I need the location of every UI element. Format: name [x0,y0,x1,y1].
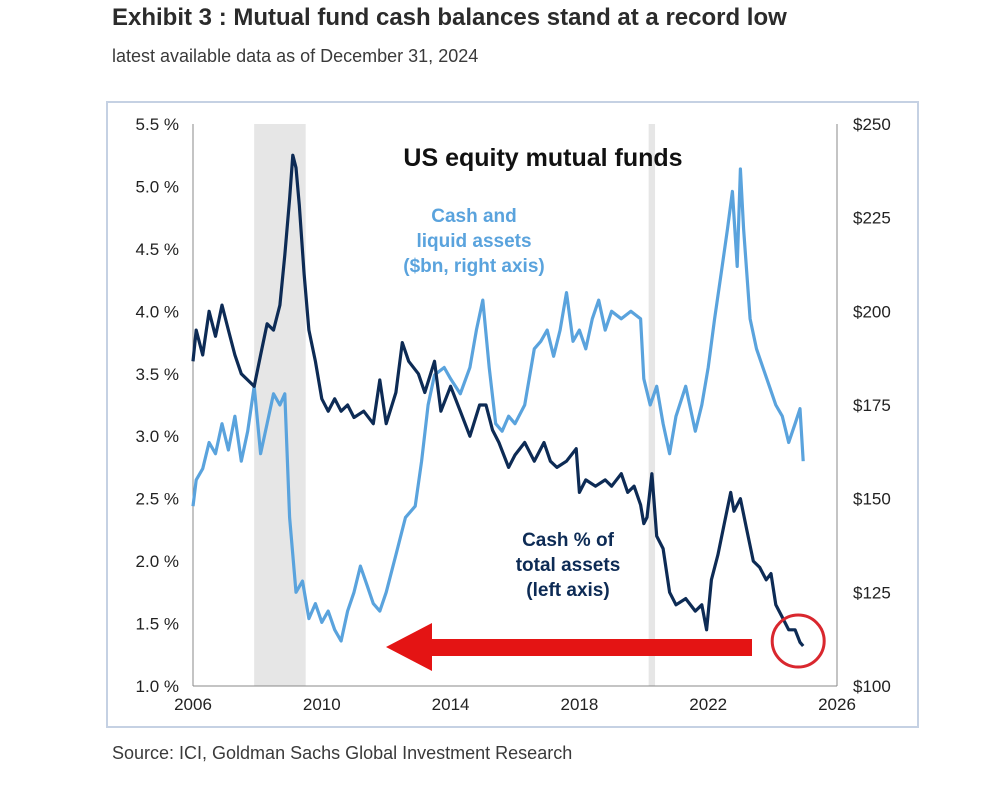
x-tick-label: 2014 [432,695,470,714]
left-tick-label: 1.0 % [136,677,179,696]
cash-pct-line [191,153,805,648]
right-tick-label: $150 [853,490,891,509]
left-tick-label: 2.0 % [136,552,179,571]
left-tick-label: 2.5 % [136,490,179,509]
series-lines [191,153,805,648]
left-tick-label: 5.5 % [136,115,179,134]
source-note: Source: ICI, Goldman Sachs Global Invest… [112,743,573,763]
record-low-highlight [386,613,826,671]
x-tick-label: 2010 [303,695,341,714]
cash-bn-line [191,167,805,643]
tick-labels: 1.0 % 1.5 % 2.0 % 2.5 % 3.0 % 3.5 % 4.0 % 4.5 %… [136,115,891,714]
left-tick-label: 1.5 % [136,615,179,634]
left-tick-label: 4.0 % [136,302,179,321]
right-tick-label: $175 [853,396,891,415]
x-tick-label: 2018 [560,695,598,714]
left-tick-label: 4.5 % [136,240,179,259]
arrow-head [386,623,432,671]
cash-bn-label-line: ($bn, right axis) [403,256,544,277]
right-tick-label: $225 [853,209,891,228]
x-tick-label: 2022 [689,695,727,714]
right-tick-label: $125 [853,583,891,602]
x-tick-label: 2026 [818,695,856,714]
page-title: Exhibit 3 : Mutual fund cash balances st… [112,4,787,31]
right-tick-label: $100 [853,677,891,696]
left-tick-label: 3.5 % [136,365,179,384]
x-tick-label: 2006 [174,695,212,714]
chart-axes [192,124,838,687]
cash-pct-label-line: total assets [516,555,621,576]
cash-bn-label-line: liquid assets [416,231,531,252]
left-tick-label: 5.0 % [136,177,179,196]
chart-frame [106,101,919,728]
right-tick-label: $250 [853,115,891,134]
series-labels: Cash % of total assets (left axis) Cash and… [403,206,620,601]
right-tick-label: $200 [853,302,891,321]
cash-bn-label-line: Cash and [431,206,517,227]
arrow-shaft [430,639,752,656]
cash-pct-label-line: (left axis) [526,580,609,601]
page-subtitle: latest available data as of December 31,… [112,46,479,66]
cash-pct-label-line: Cash % of [522,530,615,551]
record-low-circle [770,613,826,669]
chart-title: US equity mutual funds [403,144,682,172]
left-tick-label: 3.0 % [136,427,179,446]
